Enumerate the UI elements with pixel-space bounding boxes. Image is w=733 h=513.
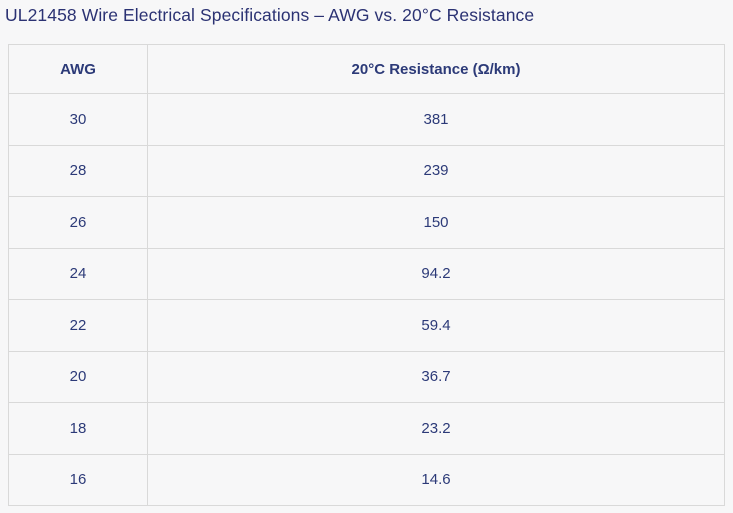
resistance-cell: 239	[147, 144, 725, 197]
table-header: AWG 20°C Resistance (Ω/km)	[8, 44, 725, 94]
awg-cell: 30	[8, 93, 148, 146]
resistance-cell: 381	[147, 93, 725, 146]
awg-cell: 16	[8, 453, 148, 506]
awg-cell: 18	[8, 402, 148, 455]
wire-spec-table: AWG 20°C Resistance (Ω/km) 30 381 28 239…	[8, 44, 725, 506]
resistance-cell: 59.4	[147, 299, 725, 352]
table-row: 22 59.4	[8, 299, 725, 352]
table-row: 24 94.2	[8, 247, 725, 300]
table-row: 20 36.7	[8, 350, 725, 403]
table-row: 18 23.2	[8, 402, 725, 455]
table-row: 16 14.6	[8, 453, 725, 506]
resistance-cell: 23.2	[147, 402, 725, 455]
resistance-cell: 36.7	[147, 350, 725, 403]
column-header-awg: AWG	[8, 44, 148, 94]
table-row: 30 381	[8, 93, 725, 146]
table-row: 28 239	[8, 144, 725, 197]
awg-cell: 24	[8, 247, 148, 300]
resistance-cell: 94.2	[147, 247, 725, 300]
table-body: 30 381 28 239 26 150 24 94.2 22 59.4 20 …	[8, 93, 725, 506]
resistance-cell: 150	[147, 196, 725, 249]
table-row: 26 150	[8, 196, 725, 249]
table-header-row: AWG 20°C Resistance (Ω/km)	[8, 44, 725, 94]
awg-cell: 28	[8, 144, 148, 197]
awg-cell: 20	[8, 350, 148, 403]
resistance-cell: 14.6	[147, 453, 725, 506]
page-title: UL21458 Wire Electrical Specifications –…	[5, 5, 535, 25]
awg-cell: 26	[8, 196, 148, 249]
column-header-resistance: 20°C Resistance (Ω/km)	[147, 44, 725, 94]
awg-cell: 22	[8, 299, 148, 352]
